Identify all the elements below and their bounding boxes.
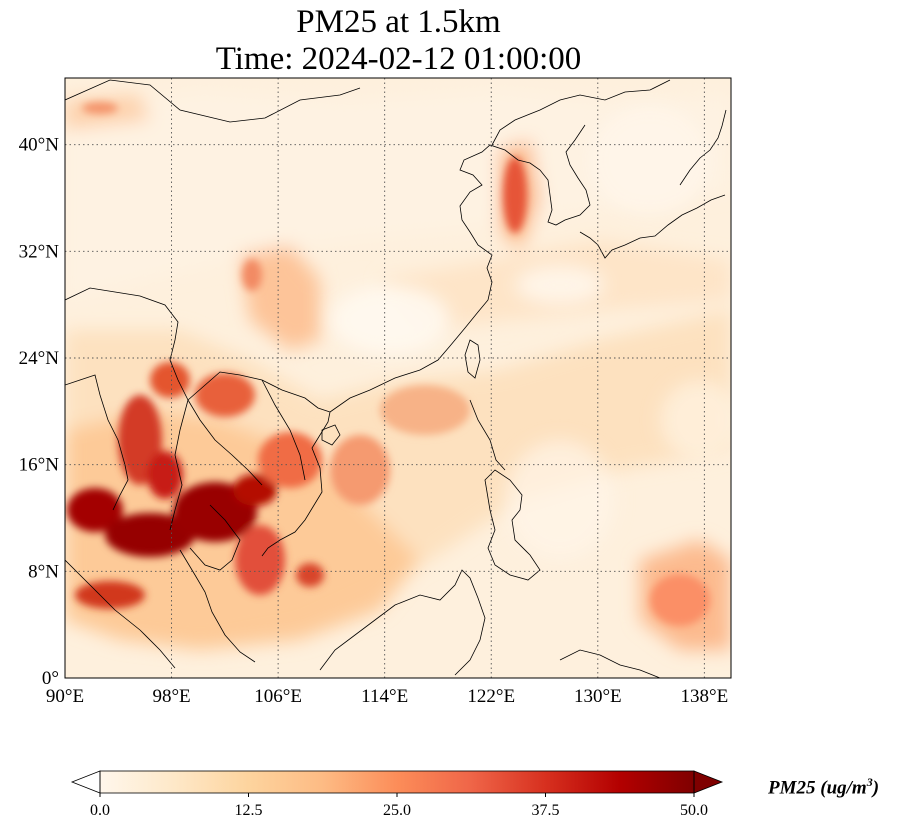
- coastline-philippines: [484, 469, 541, 581]
- chart-title-line-1: PM25 at 1.5km: [296, 4, 501, 40]
- colorbar-body: [100, 771, 694, 793]
- colorbar-title-main: PM25 (ug/m: [768, 777, 867, 799]
- lon-tick-label: 106°E: [254, 686, 302, 707]
- colorbar-tick-label: 12.5: [235, 802, 263, 819]
- coastline-sumatra: [65, 559, 176, 669]
- colorbar-tick-labels: 0.0 12.5 25.0 37.5 50.0: [90, 793, 708, 819]
- coastline-gulf-of-thailand: [189, 504, 241, 571]
- pm25-field: [65, 78, 731, 678]
- colorbar-tick-label: 50.0: [680, 802, 708, 819]
- lat-tick-label: 32°N: [19, 241, 60, 262]
- longitude-tick-labels: 90°E 98°E 106°E 114°E 122°E 130°E 138°E: [46, 686, 728, 707]
- colorbar-tick-label: 25.0: [383, 802, 411, 819]
- coastline-luzon: [469, 399, 506, 471]
- coastline-russia: [491, 79, 671, 146]
- colorbar-tick-label: 37.5: [532, 802, 560, 819]
- lon-tick-label: 130°E: [574, 686, 622, 707]
- border-himalaya: [65, 287, 179, 341]
- coastline-taiwan: [464, 339, 481, 379]
- border-internal-1: [187, 399, 263, 486]
- coastline-hainan: [321, 424, 341, 446]
- colorbar-tick-label: 0.0: [90, 802, 110, 819]
- coastline-borneo: [319, 569, 486, 676]
- border-internal-3: [261, 379, 306, 481]
- coastline-china-east: [329, 144, 551, 413]
- clean-air-layer: [330, 105, 731, 560]
- coastline-indochina: [187, 371, 331, 557]
- colorbar-extend-max: [693, 770, 724, 794]
- hotspot-layer: [67, 102, 710, 626]
- lon-tick-label: 98°E: [152, 686, 190, 707]
- lat-tick-label: 40°N: [19, 135, 60, 156]
- colorbar-extend-min: [70, 770, 101, 794]
- lon-tick-label: 138°E: [681, 686, 729, 707]
- border-north: [65, 79, 361, 123]
- lat-tick-label: 24°N: [19, 348, 60, 369]
- coastline-malay-peninsula: [179, 549, 256, 663]
- gridlines: [65, 78, 731, 678]
- colorbar-title: PM25 (ug/m3): [768, 775, 879, 799]
- map-frame: [64, 77, 732, 679]
- coastline-korea: [547, 124, 591, 226]
- lat-tick-label: 8°N: [28, 561, 59, 582]
- colorbar: 0.0 12.5 25.0 37.5 50.0: [70, 770, 724, 819]
- lat-tick-label: 0°: [42, 668, 59, 689]
- lon-tick-label: 122°E: [467, 686, 515, 707]
- colorbar-title-sup: 3: [866, 775, 873, 789]
- lon-tick-label: 114°E: [361, 686, 408, 707]
- border-internal-2: [169, 339, 189, 531]
- coastline-japan-north: [679, 109, 727, 186]
- colorbar-title-close: ): [872, 777, 880, 799]
- lat-tick-label: 16°N: [19, 455, 60, 476]
- coastlines-and-borders: [65, 79, 727, 678]
- coastline-new-guinea-west: [559, 649, 661, 678]
- coastline-bay-of-bengal: [65, 374, 129, 511]
- chart-title-line-2: Time: 2024-02-12 01:00:00: [215, 41, 582, 77]
- lon-tick-label: 90°E: [46, 686, 84, 707]
- latitude-tick-labels: 0° 8°N 16°N 24°N 32°N 40°N: [19, 135, 60, 689]
